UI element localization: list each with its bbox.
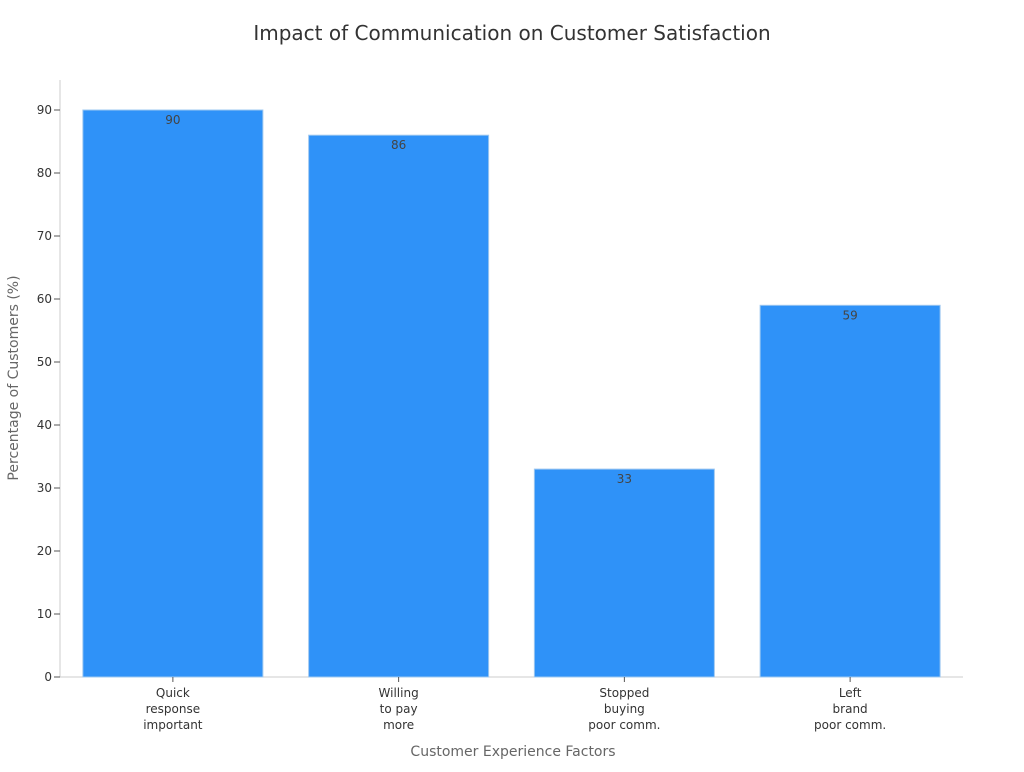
x-axis-title: Customer Experience Factors [410, 744, 615, 760]
y-axis-title: Percentage of Customers (%) [6, 275, 22, 480]
y-tick-label: 70 [37, 229, 52, 243]
bar [759, 304, 941, 678]
y-tick-label: 60 [37, 292, 52, 306]
bar [308, 134, 490, 678]
y-tick-label: 30 [37, 481, 52, 495]
x-tick-label: Willing to pay more [379, 686, 419, 732]
bar-value-label: 86 [391, 138, 406, 152]
x-tick-label: Left brand poor comm. [814, 686, 886, 732]
y-tick-label: 80 [37, 166, 52, 180]
y-tick-label: 40 [37, 418, 52, 432]
bar-value-label: 59 [842, 308, 857, 322]
bar [82, 109, 264, 678]
bar [533, 468, 715, 678]
y-tick-label: 0 [44, 670, 52, 684]
y-tick-label: 20 [37, 544, 52, 558]
y-tick-label: 50 [37, 355, 52, 369]
chart-title: Impact of Communication on Customer Sati… [253, 21, 770, 45]
y-tick-label: 90 [37, 103, 52, 117]
bar-value-label: 90 [165, 113, 180, 127]
x-tick-label: Stopped buying poor comm. [588, 686, 660, 732]
y-tick-label: 10 [37, 607, 52, 621]
bar-value-label: 33 [617, 472, 632, 486]
plot-area: 0 10 20 30 40 50 60 70 80 90 90 Quick response import… [37, 80, 963, 732]
x-tick-label: Quick response important [143, 686, 203, 732]
